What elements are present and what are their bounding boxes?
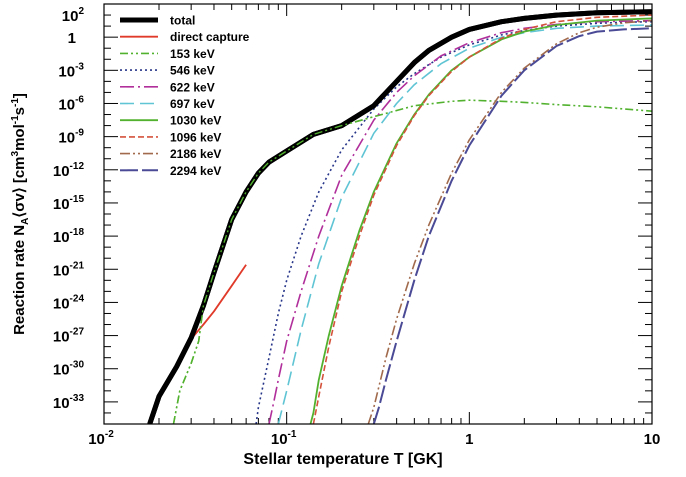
legend-label: 546 keV: [170, 64, 215, 78]
tick-labels: 10-2 10-1 1 10 102 1 10-3 10-6 10-9 10-12 10-15 10-…: [53, 6, 660, 448]
axis-ticks: [103, 3, 653, 425]
x-axis-label: Stellar temperature T [GK]: [243, 451, 442, 468]
series-line-2186-kev: [367, 19, 652, 424]
tick-label: 10-9: [58, 128, 84, 147]
series-line-546-kev: [255, 20, 652, 424]
legend-label: direct capture: [170, 30, 250, 44]
legend: total direct capture 153 keV 546 keV 622 keV…: [120, 14, 250, 178]
tick-label: 1: [68, 30, 76, 47]
tick-label: 10-12: [53, 161, 85, 180]
legend-label: 1096 keV: [170, 130, 221, 144]
tick-label: 10-27: [53, 327, 85, 346]
series-layer: [147, 9, 652, 424]
series-line-2294-kev: [372, 27, 652, 424]
tick-label: 10: [644, 431, 661, 448]
tick-label: 10-2: [88, 429, 114, 448]
series-line-153-kev-overlay: [172, 116, 374, 424]
plot-frame: [103, 3, 653, 425]
tick-label: 10-1: [271, 429, 297, 448]
legend-label: 697 keV: [170, 97, 215, 111]
plot-area: [104, 4, 652, 424]
legend-label: 2186 keV: [170, 147, 221, 161]
tick-label: 10-6: [58, 94, 84, 113]
tick-label: 10-3: [58, 61, 84, 80]
tick-label: 10-15: [53, 194, 85, 213]
tick-label: 10-21: [53, 260, 85, 279]
legend-label: total: [170, 14, 195, 28]
series-line-697-kev: [277, 24, 652, 424]
tick-label: 102: [62, 6, 85, 25]
tick-label: 10-30: [53, 360, 85, 379]
series-line-1096-kev: [312, 14, 652, 424]
tick-label: 10-18: [53, 227, 85, 246]
legend-label: 622 keV: [170, 80, 215, 94]
y-axis-label: Reaction rate NA⟨σv⟩ [cm3mol-1s-1]: [10, 93, 31, 335]
tick-label: 10-24: [53, 293, 85, 312]
tick-label: 1: [465, 431, 473, 448]
tick-label: 10-33: [53, 393, 85, 412]
legend-label: 1030 keV: [170, 114, 221, 128]
legend-label: 153 keV: [170, 47, 215, 61]
legend-label: 2294 keV: [170, 164, 221, 178]
